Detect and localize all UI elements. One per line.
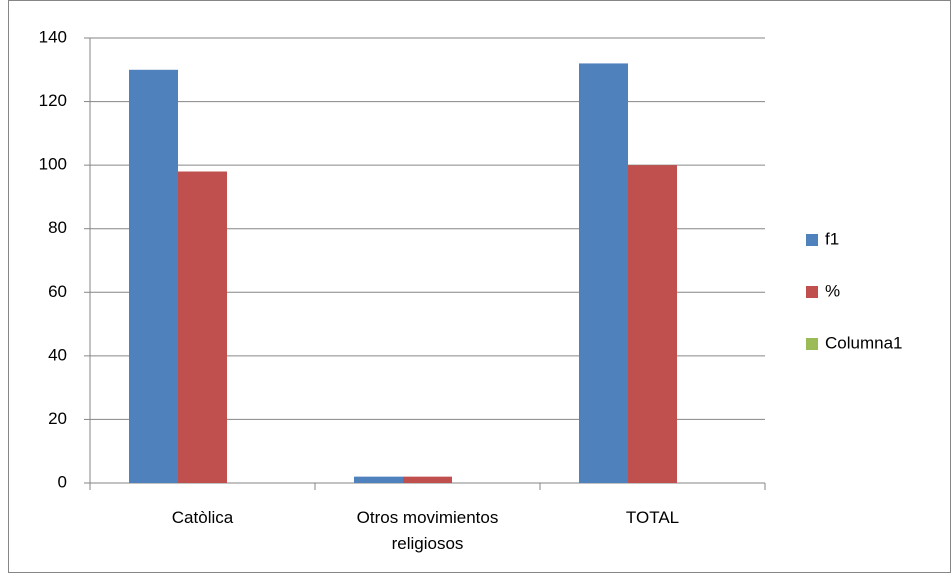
y-tick-label: 20 (48, 409, 67, 428)
x-tick-label: TOTAL (625, 508, 680, 527)
bar (579, 63, 628, 484)
x-tick-label: Otros movimientos religiosos (356, 508, 499, 553)
bar (403, 476, 452, 483)
y-tick-label: 120 (39, 91, 67, 110)
y-tick-label: 140 (39, 27, 67, 46)
y-tick-label: 100 (39, 155, 67, 174)
legend-swatch (806, 338, 818, 350)
legend-swatch (806, 234, 818, 246)
y-tick-label: 60 (48, 282, 67, 301)
bar (129, 69, 178, 484)
y-tick-label: 40 (48, 345, 67, 364)
x-tick-label: Catòlica (171, 508, 234, 527)
y-tick-label: 0 (58, 472, 67, 491)
bar (354, 476, 403, 483)
y-tick-label: 80 (48, 218, 67, 237)
bar (178, 171, 227, 483)
bar (628, 165, 677, 483)
legend-label: % (825, 281, 840, 300)
legend-swatch (806, 286, 818, 298)
legend-label: Columna1 (825, 333, 903, 352)
legend-label: f1 (825, 229, 839, 248)
